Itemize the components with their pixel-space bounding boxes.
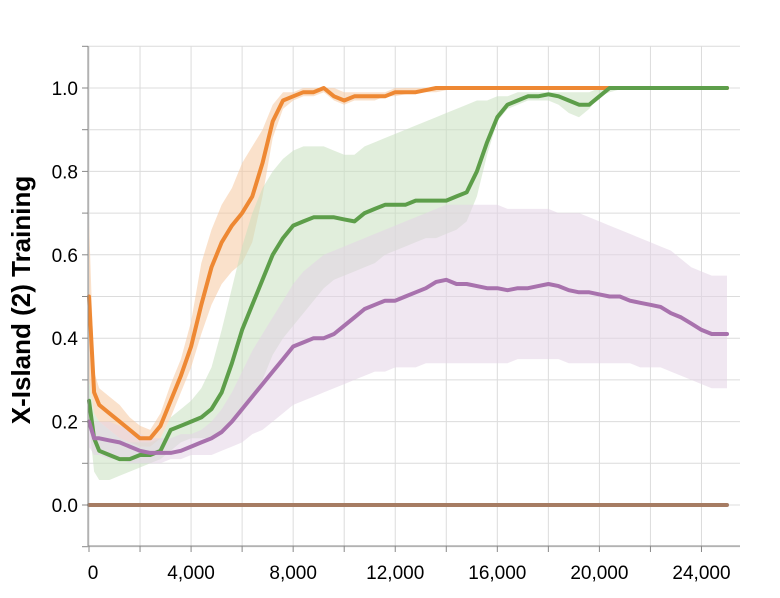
axes: 0.0 0.2 0.4 0.6 0.8 1.0 0 4,000 8,000 12,000 16,00…	[52, 45, 740, 584]
y-tick-label: 1.0	[52, 79, 78, 100]
x-tick-label: 24,000	[672, 563, 730, 584]
x-tick-label: 4,000	[167, 563, 215, 584]
y-tick-label: 0.4	[52, 329, 79, 350]
x-tick-label: 8,000	[269, 563, 317, 584]
x-tick-label: 16,000	[468, 563, 526, 584]
series-2-line	[87, 86, 729, 462]
y-tick-label: 0.0	[52, 496, 78, 517]
x-tick-label: 20,000	[570, 563, 628, 584]
y-tick-label: 0.6	[52, 246, 78, 267]
series-3-line	[87, 277, 729, 455]
x-tick-label: 12,000	[366, 563, 424, 584]
series-lines	[87, 86, 729, 507]
x-tick-label: 0	[88, 563, 99, 584]
y-tick-label: 0.2	[52, 413, 78, 434]
series-1-band	[89, 88, 727, 447]
y-tick-label: 0.8	[52, 162, 78, 183]
y-axis-title: X-Island (2) Training	[6, 176, 36, 424]
series-1-line	[87, 86, 729, 441]
